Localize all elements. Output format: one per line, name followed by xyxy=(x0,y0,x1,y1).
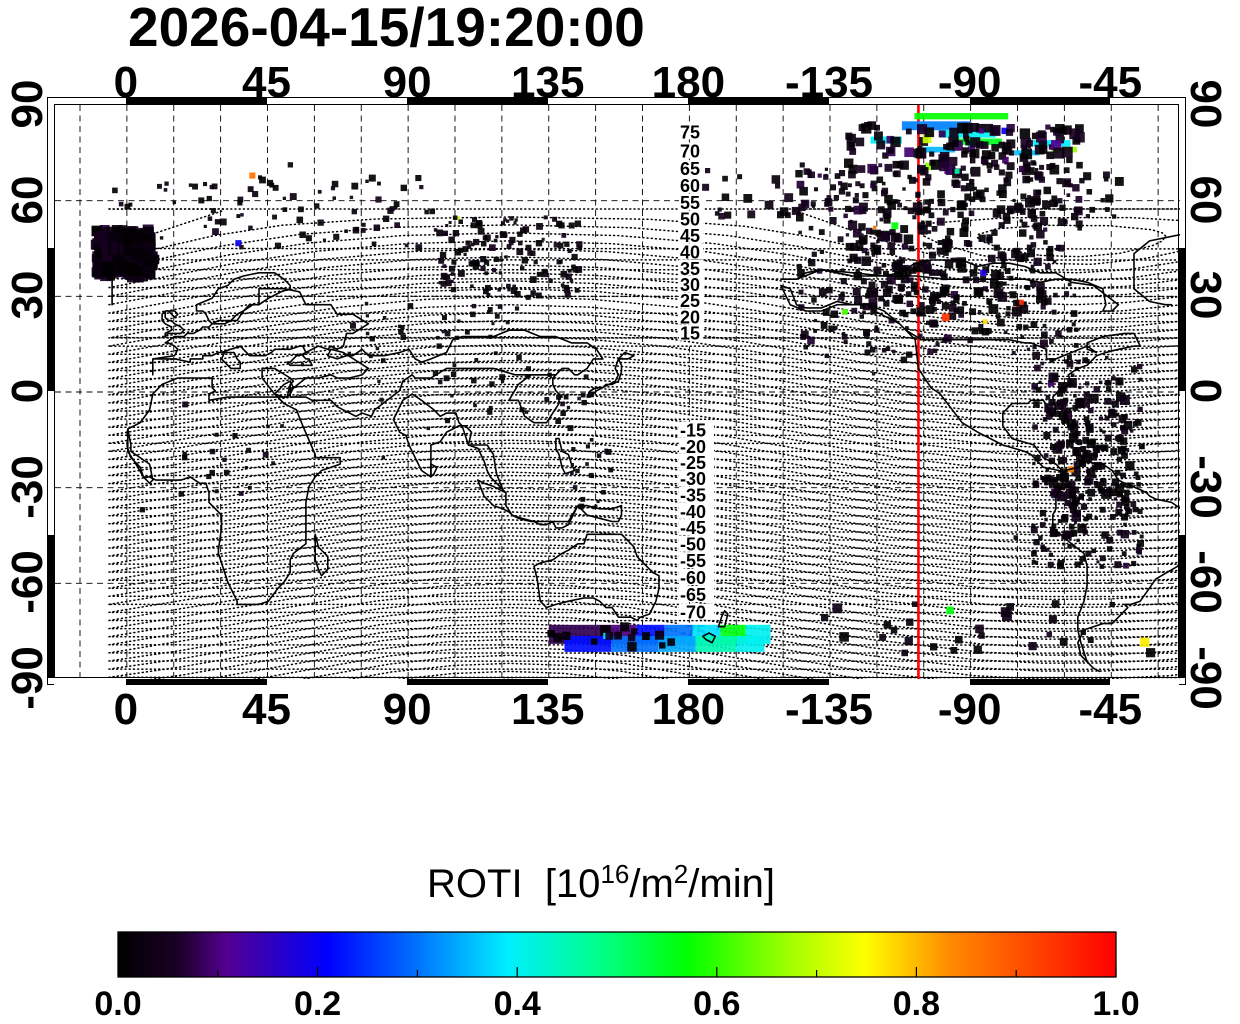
svg-text:0.8: 0.8 xyxy=(893,985,940,1023)
svg-text:1.0: 1.0 xyxy=(1092,985,1139,1023)
svg-text:0.4: 0.4 xyxy=(494,985,541,1023)
svg-text:0.0: 0.0 xyxy=(94,985,141,1023)
svg-text:75: 75 xyxy=(680,122,700,142)
svg-text:-15: -15 xyxy=(680,421,706,441)
svg-text:65: 65 xyxy=(680,159,700,179)
svg-text:-65: -65 xyxy=(680,585,706,605)
svg-text:0.2: 0.2 xyxy=(294,985,341,1023)
svg-text:-70: -70 xyxy=(680,603,706,623)
svg-text:70: 70 xyxy=(680,142,700,162)
svg-text:0.6: 0.6 xyxy=(693,985,740,1023)
